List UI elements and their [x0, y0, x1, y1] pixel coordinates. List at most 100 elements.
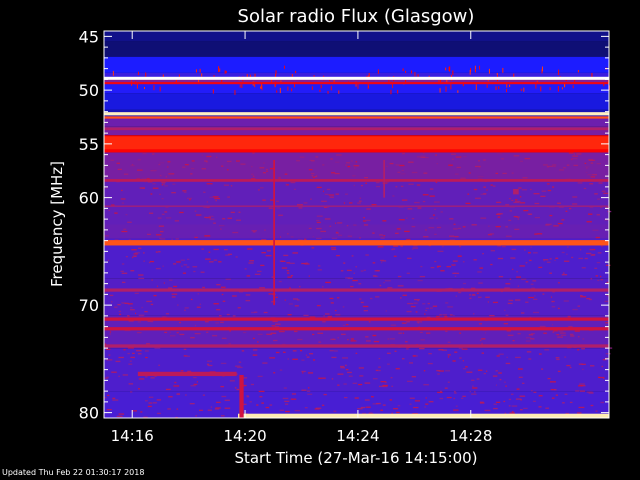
noise-speck [284, 403, 289, 405]
noise-speck [541, 368, 544, 370]
noise-speck [167, 408, 171, 410]
noise-speck [472, 385, 474, 387]
noise-speck [594, 267, 598, 269]
noise-speck [509, 278, 512, 280]
noise-speck [286, 272, 290, 274]
noise-speck [369, 412, 373, 414]
noise-speck [196, 381, 198, 383]
noise-speck [434, 233, 437, 236]
noise-speck [309, 316, 316, 318]
noise-speck [276, 200, 279, 202]
noise-speck [340, 367, 345, 369]
noise-speck [475, 165, 481, 168]
noise-speck [165, 388, 171, 391]
noise-speck [469, 294, 472, 296]
x-axis: 14:16 14:20 14:24 14:28 [111, 31, 492, 445]
noise-speck [456, 166, 461, 169]
noise-speck [530, 283, 534, 285]
noise-speck [208, 251, 211, 253]
noise-speck [201, 168, 207, 170]
noise-speck [437, 391, 443, 394]
noise-speck [555, 257, 559, 259]
spectrum-row-15 [104, 278, 609, 316]
noise-speck [507, 329, 511, 332]
plot-area [103, 30, 613, 419]
noise-speck [205, 161, 208, 163]
noise-speck [395, 232, 399, 234]
noise-speck [265, 406, 270, 409]
noise-speck [347, 235, 353, 237]
spectrum-band-8 [104, 240, 609, 246]
noise-speck [140, 411, 143, 413]
noise-speck [372, 232, 375, 234]
plot-frame [103, 30, 610, 419]
noise-speck [419, 275, 426, 278]
noise-speck [294, 409, 300, 412]
noise-speck [336, 297, 340, 299]
noise-speck [385, 310, 387, 312]
noise-speck [331, 172, 336, 174]
noise-speck [420, 265, 423, 268]
noise-speck [401, 169, 404, 172]
noise-speck [132, 256, 134, 259]
noise-speck [444, 315, 448, 318]
noise-speck [496, 153, 503, 155]
noise-speck [473, 188, 478, 191]
noise-speck [475, 197, 481, 199]
noise-speck [173, 285, 178, 288]
noise-speck [400, 297, 402, 299]
noise-speck [353, 224, 357, 226]
noise-speck [257, 270, 262, 273]
noise-speck [220, 228, 222, 230]
noise-speck [572, 196, 578, 198]
noise-speck [463, 155, 467, 158]
noise-speck [549, 258, 552, 260]
spectrum-row-0 [104, 31, 609, 42]
noise-speck [285, 183, 288, 185]
noise-speck [503, 323, 509, 325]
noise-speck [476, 378, 480, 380]
noise-speck [224, 70, 226, 74]
noise-speck [327, 90, 329, 94]
noise-speck [406, 321, 410, 323]
noise-speck [409, 362, 414, 364]
noise-speck [393, 408, 399, 410]
noise-speck [179, 211, 184, 214]
noise-speck [254, 73, 256, 79]
noise-speck [251, 311, 256, 314]
noise-speck [406, 238, 411, 241]
noise-speck [389, 338, 395, 340]
noise-speck [469, 390, 471, 393]
noise-speck [449, 314, 453, 316]
noise-speck [121, 202, 125, 204]
noise-speck [379, 284, 382, 287]
noise-speck [390, 324, 397, 326]
noise-speck [147, 181, 153, 183]
noise-speck [246, 396, 250, 398]
noise-speck [589, 183, 594, 185]
noise-speck [502, 172, 507, 175]
noise-speck [581, 152, 583, 155]
noise-speck [505, 283, 511, 285]
noise-speck [177, 304, 179, 306]
noise-speck [106, 359, 113, 361]
noise-speck [365, 336, 369, 338]
noise-speck [221, 337, 227, 339]
noise-speck [541, 66, 543, 72]
noise-speck [549, 87, 551, 91]
noise-speck [187, 370, 192, 373]
noise-speck [106, 348, 111, 351]
noise-speck [452, 360, 456, 362]
noise-speck [540, 86, 542, 92]
noise-speck [274, 83, 276, 88]
noise-speck [557, 336, 564, 338]
noise-speck [530, 188, 532, 191]
noise-speck [158, 225, 165, 227]
noise-speck [263, 311, 268, 314]
noise-speck [492, 301, 498, 304]
noise-speck [404, 230, 410, 233]
noise-speck [556, 358, 560, 361]
noise-speck [322, 190, 325, 192]
noise-speck [566, 253, 568, 255]
noise-speck [354, 397, 359, 399]
